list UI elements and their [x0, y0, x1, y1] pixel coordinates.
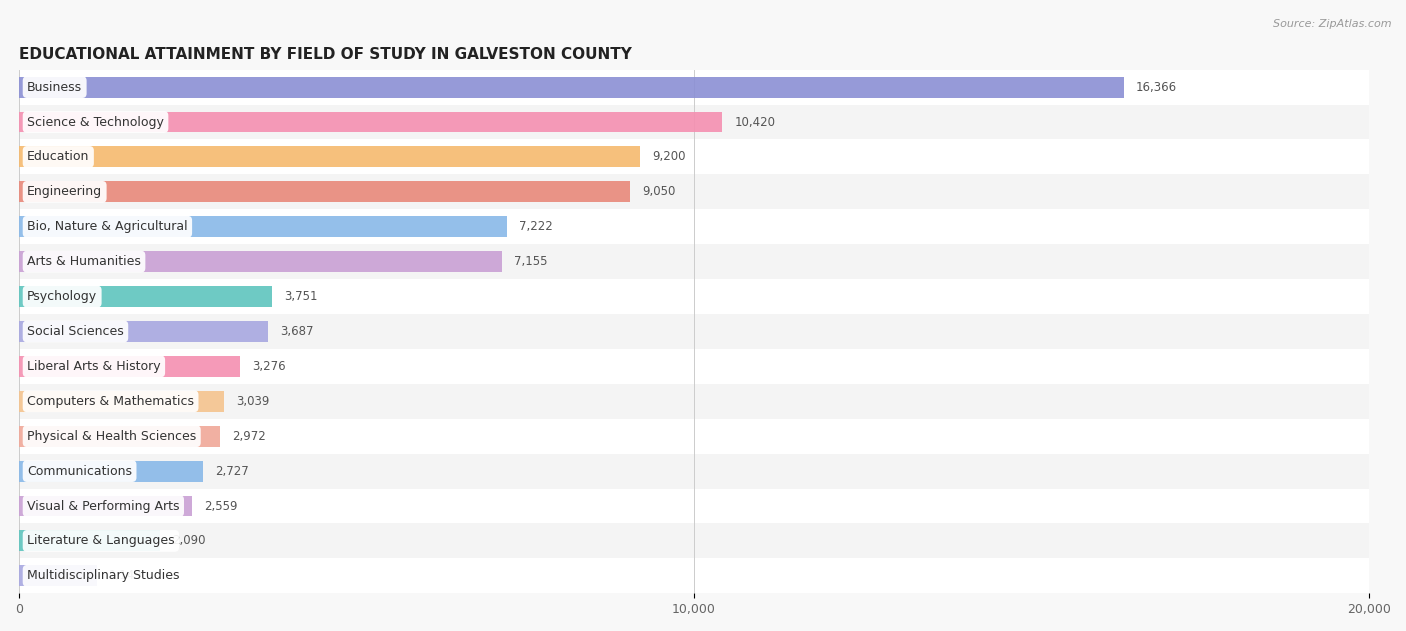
Text: Arts & Humanities: Arts & Humanities [27, 255, 141, 268]
Bar [20, 565, 97, 586]
Bar [20, 146, 640, 167]
Bar [20, 209, 1369, 244]
Bar [20, 321, 269, 342]
Bar [20, 216, 506, 237]
Text: Bio, Nature & Agricultural: Bio, Nature & Agricultural [27, 220, 188, 233]
Text: 3,687: 3,687 [280, 325, 314, 338]
Text: Business: Business [27, 81, 82, 93]
Bar [20, 558, 1369, 593]
Bar [20, 419, 1369, 454]
Text: Social Sciences: Social Sciences [27, 325, 124, 338]
Text: 2,090: 2,090 [172, 534, 205, 548]
Bar [20, 391, 224, 412]
Text: 1,149: 1,149 [108, 569, 142, 582]
Bar [20, 279, 1369, 314]
Bar [20, 112, 723, 133]
Text: Engineering: Engineering [27, 186, 103, 198]
Text: Liberal Arts & History: Liberal Arts & History [27, 360, 160, 373]
Bar [20, 426, 219, 447]
Text: 2,972: 2,972 [232, 430, 266, 443]
Text: 2,559: 2,559 [204, 500, 238, 512]
Text: EDUCATIONAL ATTAINMENT BY FIELD OF STUDY IN GALVESTON COUNTY: EDUCATIONAL ATTAINMENT BY FIELD OF STUDY… [20, 47, 631, 62]
Bar [20, 524, 1369, 558]
Bar [20, 461, 202, 481]
Bar [20, 181, 630, 203]
Text: Literature & Languages: Literature & Languages [27, 534, 174, 548]
Bar [20, 105, 1369, 139]
Text: 7,222: 7,222 [519, 220, 553, 233]
Text: 9,050: 9,050 [643, 186, 675, 198]
Text: 9,200: 9,200 [652, 150, 686, 163]
Text: 16,366: 16,366 [1136, 81, 1177, 93]
Text: 3,751: 3,751 [284, 290, 318, 303]
Bar [20, 384, 1369, 419]
Bar [20, 139, 1369, 174]
Bar [20, 454, 1369, 488]
Bar [20, 69, 1369, 105]
Bar [20, 286, 273, 307]
Text: Computers & Mathematics: Computers & Mathematics [27, 395, 194, 408]
Text: Science & Technology: Science & Technology [27, 115, 165, 129]
Bar [20, 356, 240, 377]
Text: Multidisciplinary Studies: Multidisciplinary Studies [27, 569, 180, 582]
Text: Source: ZipAtlas.com: Source: ZipAtlas.com [1274, 19, 1392, 29]
Bar [20, 251, 502, 272]
Bar [20, 244, 1369, 279]
Text: Education: Education [27, 150, 90, 163]
Bar [20, 314, 1369, 349]
Text: 3,039: 3,039 [236, 395, 270, 408]
Bar [20, 76, 1123, 98]
Text: Psychology: Psychology [27, 290, 97, 303]
Text: Visual & Performing Arts: Visual & Performing Arts [27, 500, 180, 512]
Bar [20, 174, 1369, 209]
Bar [20, 531, 160, 551]
Text: 2,727: 2,727 [215, 464, 249, 478]
Bar [20, 349, 1369, 384]
Bar [20, 495, 191, 517]
Text: 7,155: 7,155 [515, 255, 547, 268]
Text: 3,276: 3,276 [252, 360, 285, 373]
Bar [20, 488, 1369, 524]
Text: Communications: Communications [27, 464, 132, 478]
Text: 10,420: 10,420 [734, 115, 776, 129]
Text: Physical & Health Sciences: Physical & Health Sciences [27, 430, 197, 443]
